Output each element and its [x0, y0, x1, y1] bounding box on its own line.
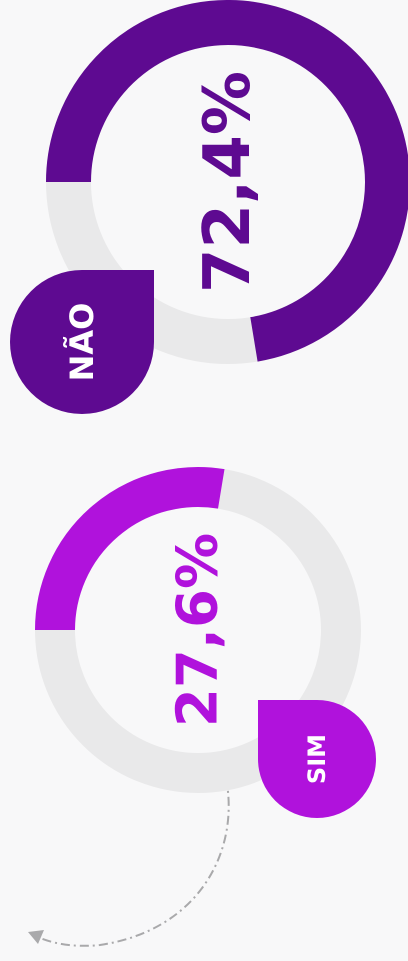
category-label: NÃO: [63, 303, 101, 382]
category-tag: [258, 700, 376, 818]
donut-segment: [46, 0, 408, 362]
category-tag: [10, 270, 154, 414]
donut-segment: [35, 467, 225, 631]
category-label: SIM: [303, 734, 331, 784]
arrow-head: [28, 930, 44, 944]
dashed-arrow: [39, 777, 230, 947]
percentage-label: 72,4%: [191, 71, 265, 293]
percentage-label: 27,6%: [166, 533, 231, 727]
